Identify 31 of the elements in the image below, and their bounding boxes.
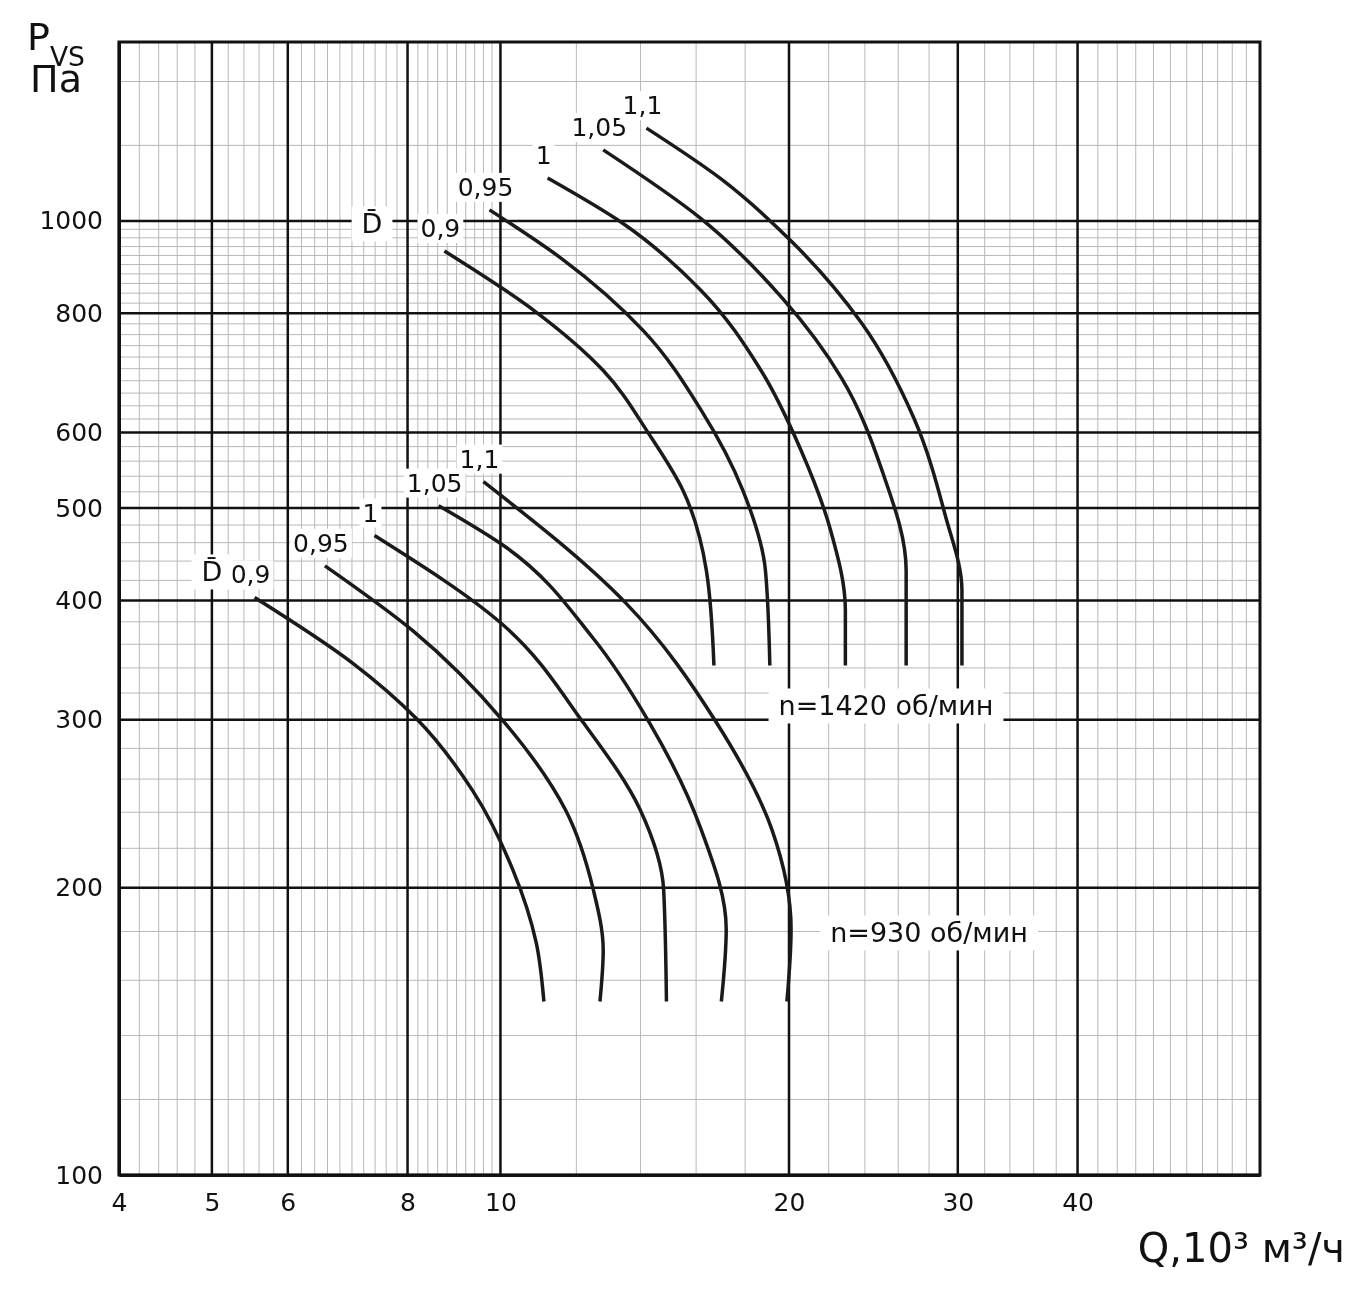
series-label: 1 bbox=[535, 141, 552, 171]
series-label: 1,1 bbox=[459, 444, 500, 474]
series-label: 0,9 bbox=[420, 213, 461, 243]
x-tick-label: 4 bbox=[111, 1187, 128, 1217]
y-tick-label: 200 bbox=[55, 873, 103, 903]
x-tick-label: 30 bbox=[942, 1187, 975, 1217]
y-tick-label: 100 bbox=[55, 1160, 103, 1190]
series-label: 0,95 bbox=[457, 172, 514, 202]
x-axis-title: Q,10³ м³/ч bbox=[1137, 1225, 1345, 1271]
x-tick-label: 6 bbox=[280, 1187, 297, 1217]
x-tick-label: 40 bbox=[1062, 1187, 1094, 1217]
y-tick-label: 400 bbox=[55, 586, 103, 616]
x-tick-label: 10 bbox=[485, 1187, 517, 1217]
series-label: 0,95 bbox=[293, 528, 349, 558]
annotation: D̄ bbox=[361, 208, 383, 240]
y-tick-label: 500 bbox=[55, 493, 103, 523]
y-tick-label: 300 bbox=[55, 705, 103, 735]
annotation: n=1420 об/мин bbox=[778, 690, 994, 722]
series-label: 1 bbox=[362, 498, 379, 528]
annotation: D̄ bbox=[201, 556, 223, 588]
y-tick-label: 800 bbox=[55, 298, 103, 328]
y-axis-title: P$_{VS}$ Па bbox=[27, 15, 85, 101]
y-tick-label: 600 bbox=[55, 418, 103, 448]
y-tick-label: 1000 bbox=[39, 206, 103, 236]
annotation: n=930 об/мин bbox=[830, 917, 1028, 949]
x-tick-label: 20 bbox=[773, 1187, 806, 1217]
x-tick-label: 8 bbox=[400, 1187, 417, 1217]
series-label: 1,1 bbox=[622, 91, 663, 121]
x-tick-label: 5 bbox=[204, 1187, 221, 1217]
series-label: 0,9 bbox=[230, 560, 271, 590]
series-label: 1,05 bbox=[406, 468, 463, 498]
